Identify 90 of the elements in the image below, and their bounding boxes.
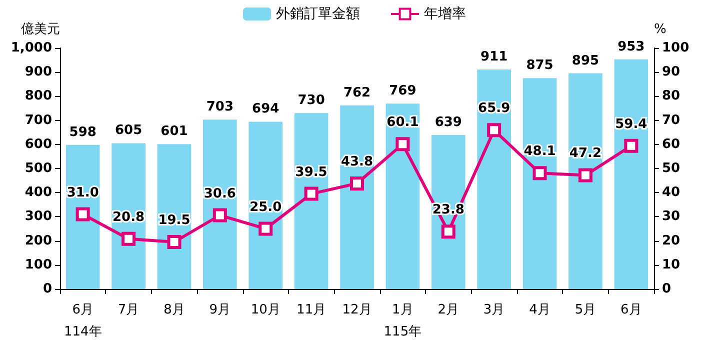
y2-tick-label: 60 [662,136,680,152]
x-tick-label: 3月 [483,302,505,318]
y-tick-label: 800 [24,88,52,104]
y-tick-label: 400 [24,185,52,200]
data-label: 48.1 [524,144,556,160]
bar [431,135,466,289]
data-label: 30.6 [204,186,236,202]
y2-tick-label: 50 [662,161,680,176]
y2-tick-label: 0 [662,282,672,296]
point [304,186,318,201]
y-tick-label: 1,000 [10,40,52,56]
y2-tick-label: 30 [662,209,680,224]
bar [157,144,192,289]
y-tick-label: 600 [24,136,52,152]
y2-tick-label: 100 [662,40,690,56]
x-tick-label: 2月 [438,302,460,318]
y-tick-label: 500 [24,161,52,176]
bar [477,69,511,289]
legend-label: 年增率 [424,6,466,22]
data-label: 730 [298,93,325,108]
data-label: 43.8 [340,154,374,170]
data-label: 59.4 [615,116,648,132]
y2-tick-label: 20 [662,233,680,248]
point [624,138,638,153]
data-label: 20.8 [112,210,145,225]
point [76,207,90,222]
y2-tick-label: 70 [662,112,680,128]
x-tick-label: 6月 [620,302,642,318]
data-label: 19.5 [158,213,190,228]
x-tick-label: 11月 [296,302,326,318]
data-label: 60.1 [386,115,419,130]
point [258,222,273,236]
bar [66,144,100,289]
y2-tick-label: 80 [662,88,680,104]
y-tick-label: 300 [24,209,52,224]
point [396,137,410,152]
y-axis-title: 億美元 [21,21,60,37]
bar [203,120,237,289]
point [441,224,456,239]
point [350,176,364,190]
y-tick-label: 700 [24,112,52,128]
y-tick-label: 100 [24,257,52,272]
data-label: 953 [618,39,645,54]
data-label: 47.2 [569,146,602,162]
y2-axis-title: % [654,22,666,37]
legend-label: 外銷訂單金額 [276,6,360,22]
point [212,208,227,222]
data-label: 639 [434,115,462,130]
data-label: 703 [206,100,234,115]
x-tick-label: 8月 [164,302,185,318]
x-tick-label: 1月 115年 [384,302,422,340]
y2-tick-label: 10 [662,257,680,272]
x-tick-label: 9月 [209,302,231,318]
point [532,166,547,180]
x-tick-label: 5月 [574,302,596,318]
bar [614,59,648,289]
data-label: 598 [69,124,96,140]
bar [294,113,328,289]
data-label: 601 [160,124,188,140]
data-label: 911 [480,49,508,64]
point [122,232,136,246]
y-tick-label: 900 [24,64,52,80]
data-label: 769 [389,84,416,99]
y2-tick-label: 90 [662,64,680,80]
data-label: 39.5 [295,164,328,180]
point [487,123,502,138]
x-tick-label: 10月 [250,302,280,318]
data-label: 31.0 [66,185,99,200]
bar [568,73,602,289]
x-tick-label: 12月 [342,302,372,318]
x-tick-label: 6月 114年 [64,302,102,340]
data-label: 25.0 [250,200,282,215]
point [167,235,182,250]
bar [248,122,283,289]
bar [386,104,420,289]
data-label: 605 [114,123,142,138]
y2-tick-label: 40 [662,185,680,200]
y-tick-label: 200 [24,233,52,248]
data-label: 895 [572,53,600,68]
y-tick-label: 0 [42,282,52,296]
data-label: 65.9 [478,101,510,116]
data-label: 762 [343,85,371,100]
x-tick-label: 4月 [529,302,550,318]
x-tick-label: 7月 [118,302,140,318]
bar [112,143,146,289]
bar [522,78,557,289]
bar [340,105,374,289]
data-label: 875 [526,58,554,74]
point [578,168,592,182]
data-label: 694 [252,102,280,117]
